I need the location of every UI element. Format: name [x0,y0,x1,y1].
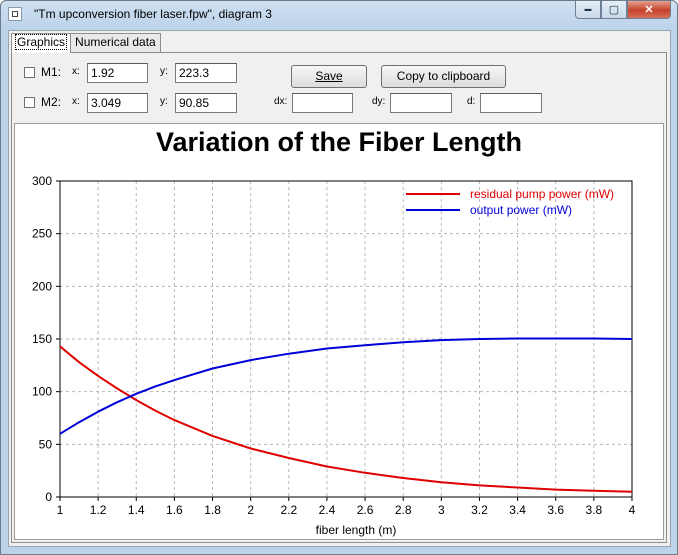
x-tick-label: 3.8 [586,503,603,517]
chart-axes: 1 1.2 1.4 1.6 1.8 2 2.2 2.4 2.6 2.8 3 3.2 3.4 3.6 3.8 4… [32,174,636,517]
chart-area: Variation of the Fiber Length 1 1.2 1.4 1.6… [14,123,664,540]
y-tick-label: 300 [32,174,52,188]
legend-label: output power (mW) [470,203,572,217]
minimize-button[interactable]: ▬ [575,1,601,19]
m2-y-field[interactable]: 90.85 [175,93,237,113]
x-tick-label: 1.6 [166,503,183,517]
m1-x-label: x: [72,66,80,77]
chart-title: Variation of the Fiber Length [156,127,522,157]
dx-label: dx: [274,96,288,107]
y-tick-label: 250 [32,227,52,241]
client-area: Graphics Numerical data M1: x: 1.92 y: 2… [8,30,671,547]
m1-checkbox[interactable] [24,67,35,78]
chart-series [59,337,633,493]
m1-x-field[interactable]: 1.92 [87,63,148,83]
y-tick-label: 0 [45,490,52,504]
window-title: "Tm upconversion fiber laser.fpw", diagr… [34,7,272,21]
m1-label: M1: [41,65,62,79]
tab-numerical-data[interactable]: Numerical data [70,33,161,52]
graphics-panel: M1: x: 1.92 y: 223.3 Save Copy to clipbo… [11,52,667,543]
series-line-output-power [59,337,633,435]
x-tick-label: 3.6 [547,503,564,517]
dy-label: dy: [372,96,386,107]
caption-buttons: ▬ ▢ ✕ [575,1,671,20]
close-button[interactable]: ✕ [627,1,671,19]
dx-field[interactable] [292,93,353,113]
tab-numerical-data-label: Numerical data [75,35,156,49]
d-label: d: [467,96,476,107]
m2-x-label: x: [72,96,80,107]
save-button-label: Save [315,69,343,83]
x-tick-label: 4 [629,503,636,517]
maximize-button[interactable]: ▢ [601,1,627,19]
x-axis-label: fiber length (m) [316,523,397,537]
m1-y-label: y: [160,66,168,77]
x-tick-label: 2.2 [280,503,297,517]
x-tick-label: 3 [438,503,445,517]
app-icon [8,7,22,21]
d-field[interactable] [480,93,542,113]
y-tick-label: 200 [32,279,52,293]
x-tick-label: 1.2 [90,503,107,517]
maximize-icon: ▢ [608,4,620,16]
series-line-residual-pump-power [59,345,633,493]
m1-y-field[interactable]: 223.3 [175,63,237,83]
x-tick-label: 1 [57,503,64,517]
copy-button-label: Copy to clipboard [396,69,491,83]
x-tick-label: 2 [247,503,254,517]
fiber-length-chart: Variation of the Fiber Length 1 1.2 1.4 1.6… [32,127,636,537]
m2-checkbox[interactable] [24,97,35,108]
y-tick-label: 150 [32,332,52,346]
dy-field[interactable] [390,93,452,113]
copy-to-clipboard-button[interactable]: Copy to clipboard [381,65,506,88]
chart-legend: residual pump power (mW) output power (mW… [406,187,614,217]
x-tick-label: 1.4 [128,503,145,517]
x-tick-label: 3.2 [471,503,488,517]
title-bar[interactable]: "Tm upconversion fiber laser.fpw", diagr… [1,1,677,29]
legend-label: residual pump power (mW) [470,187,614,201]
x-tick-label: 2.6 [357,503,374,517]
m2-x-field[interactable]: 3.049 [87,93,148,113]
x-tick-label: 2.4 [319,503,336,517]
y-tick-label: 100 [32,385,52,399]
tab-strip: Graphics Numerical data [11,33,161,53]
minimize-icon: ▬ [584,6,592,13]
m2-label: M2: [41,95,62,109]
tab-graphics-label: Graphics [14,34,68,50]
tab-graphics[interactable]: Graphics [11,33,72,53]
x-tick-label: 3.4 [509,503,526,517]
y-tick-label: 50 [39,437,53,451]
x-tick-label: 1.8 [204,503,221,517]
x-tick-label: 2.8 [395,503,412,517]
save-button[interactable]: Save [291,65,367,88]
close-icon: ✕ [644,4,654,16]
m2-y-label: y: [160,96,168,107]
